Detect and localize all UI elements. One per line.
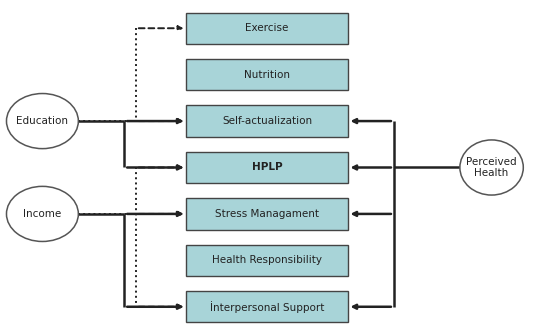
Text: Stress Managament: Stress Managament: [215, 209, 319, 219]
FancyBboxPatch shape: [186, 245, 348, 276]
FancyBboxPatch shape: [186, 198, 348, 230]
Text: Perceived
Health: Perceived Health: [466, 157, 517, 178]
Text: HPLP: HPLP: [252, 162, 282, 173]
Ellipse shape: [460, 140, 523, 195]
Ellipse shape: [6, 94, 78, 149]
FancyBboxPatch shape: [186, 291, 348, 322]
FancyBboxPatch shape: [186, 152, 348, 183]
FancyBboxPatch shape: [186, 105, 348, 137]
Text: Nutrition: Nutrition: [244, 70, 290, 80]
Ellipse shape: [6, 186, 78, 241]
Text: Income: Income: [23, 209, 61, 219]
Text: Exercise: Exercise: [245, 23, 289, 33]
Text: Education: Education: [17, 116, 68, 126]
Text: Self-actualization: Self-actualization: [222, 116, 312, 126]
Text: Health Responsibility: Health Responsibility: [212, 255, 322, 265]
Text: İnterpersonal Support: İnterpersonal Support: [210, 301, 324, 313]
FancyBboxPatch shape: [186, 59, 348, 90]
FancyBboxPatch shape: [186, 13, 348, 44]
